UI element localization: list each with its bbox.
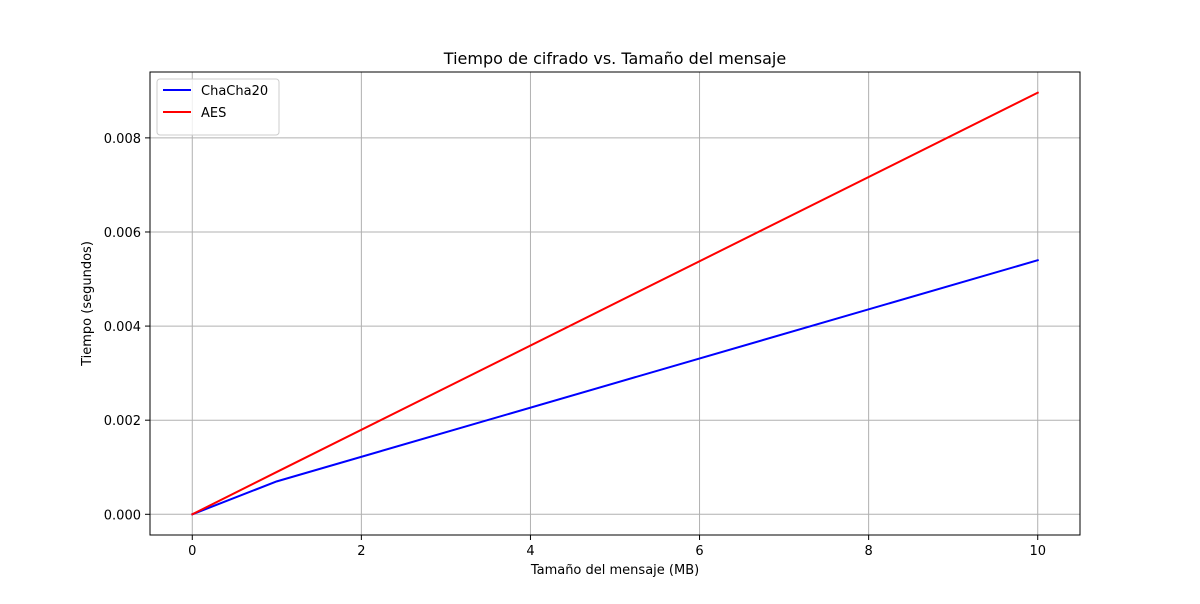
x-tick-label: 8 (864, 544, 872, 559)
x-tick-label: 4 (526, 544, 534, 559)
y-tick-label: 0.000 (104, 508, 141, 523)
x-axis-label: Tamaño del mensaje (MB) (530, 563, 699, 578)
legend: ChaCha20 AES (156, 78, 280, 136)
x-tick-label: 0 (188, 544, 196, 559)
series-lines (191, 91, 1040, 516)
chart-title: Tiempo de cifrado vs. Tamaño del mensaje (443, 49, 786, 68)
x-tick-label: 6 (695, 544, 703, 559)
y-tick-label: 0.002 (104, 414, 141, 429)
y-tick-label: 0.008 (104, 132, 141, 147)
axis-ticks: 0 2 4 6 8 10 0.000 0.002 0.004 0.006 0.008 (104, 132, 1046, 559)
x-tick-label: 2 (357, 544, 365, 559)
series-line-aes (191, 91, 1040, 516)
legend-box (156, 78, 280, 136)
series-line-chacha20 (191, 258, 1039, 516)
y-tick-label: 0.006 (104, 226, 141, 241)
plot-frame (149, 71, 1081, 536)
y-tick-label: 0.004 (104, 320, 141, 335)
grid (150, 72, 1080, 535)
y-axis-label: Tiempo (segundos) (80, 241, 95, 367)
x-tick-label: 10 (1029, 544, 1046, 559)
legend-label-aes: AES (201, 106, 226, 121)
legend-label-chacha20: ChaCha20 (201, 84, 268, 99)
legend-items: ChaCha20 AES (163, 84, 268, 121)
